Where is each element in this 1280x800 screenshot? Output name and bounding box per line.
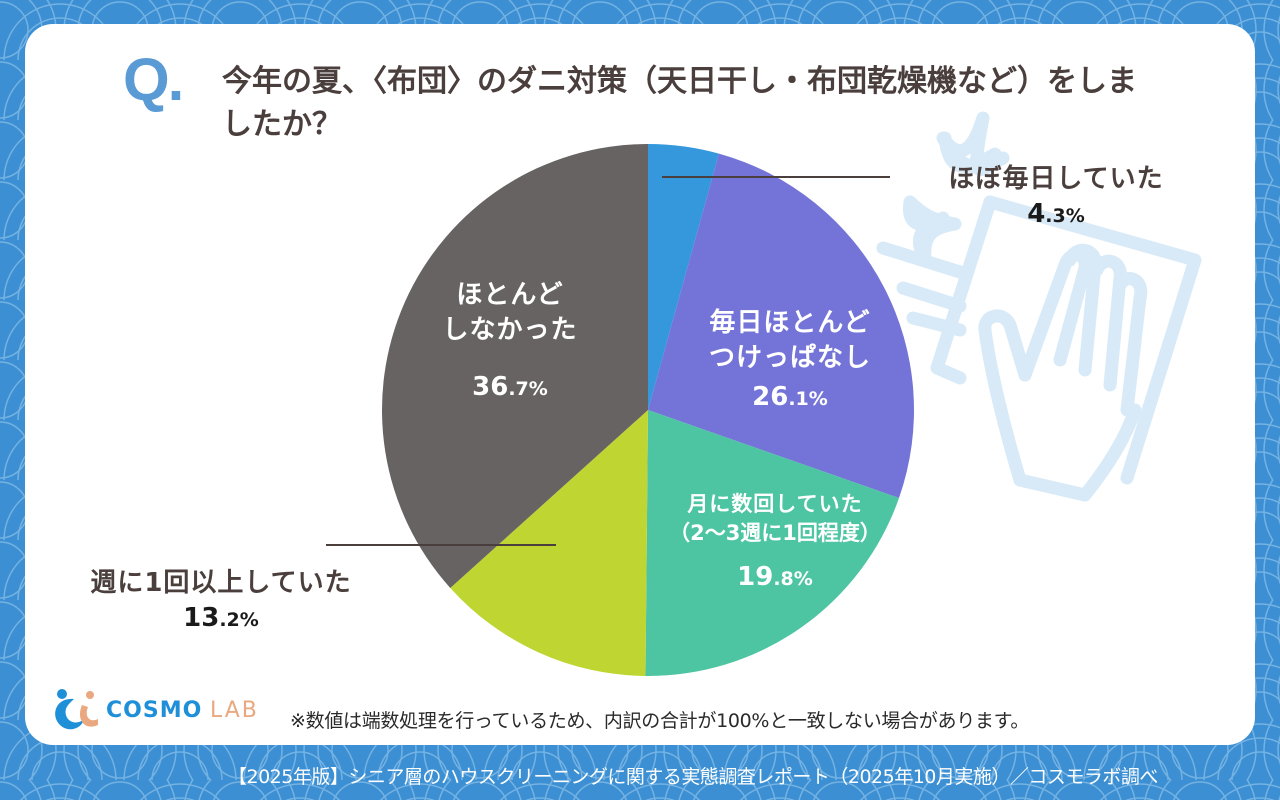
pie-slice [450,410,648,676]
slice-label-always-on: 毎日ほとんど つけっぱなし 26.1% [680,306,900,416]
pie-slice [648,144,719,410]
leader-line-s0 [662,176,890,178]
slice-value: 4.3% [1027,199,1085,229]
pie-slice [382,144,648,588]
leader-line-s3 [326,544,556,546]
slice-label-monthly: 月に数回していた （2〜3週に1回程度） 19.8% [655,490,895,596]
logo-wordmark: COSMO LAB [106,698,259,723]
question-mark-label: Q. [123,46,184,113]
slice-label-rarely: ほとんど しなかった 36.7% [415,278,605,406]
slice-label-almost-daily: ほぼ毎日していた 4.3% [920,162,1192,233]
cosmo-lab-logo-icon [55,689,98,730]
pie-slice [648,153,914,499]
slice-value: 26.1% [752,382,828,412]
footer-source: 【2025年版】シニア層のハウスクリーニングに関する実態調査レポート（2025年… [228,766,1158,788]
rounding-note: ※数値は端数処理を行っているため、内訳の合計が100%と一致しない場合があります… [290,710,1030,732]
pie-slice [645,410,900,676]
slice-value: 19.8% [737,562,813,592]
slice-label-weekly: 週に1回以上していた 13.2% [60,566,382,637]
question-title: 今年の夏、〈布団〉のダニ対策（天日干し・布団乾燥機など）をしましたか？ [222,64,1137,142]
cleaning-hand-illustration [876,111,1202,502]
slice-value: 13.2% [183,603,259,633]
slice-value: 36.7% [472,372,548,402]
